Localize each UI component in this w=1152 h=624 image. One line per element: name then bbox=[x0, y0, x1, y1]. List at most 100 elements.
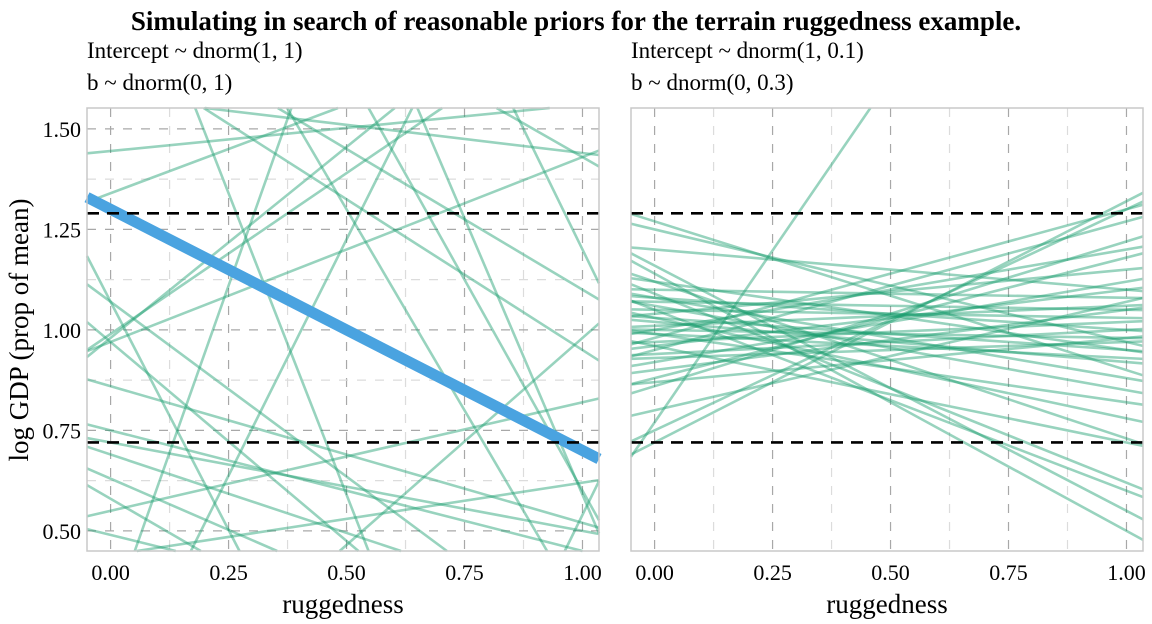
prior-line bbox=[86, 527, 176, 553]
prior-line bbox=[630, 191, 1144, 456]
x-tick-label: 0.25 bbox=[209, 560, 248, 585]
prior-line bbox=[630, 300, 1144, 395]
prior-line bbox=[86, 483, 202, 553]
panel-left: Intercept ~ dnorm(1, 1) b ~ dnorm(0, 1) … bbox=[43, 38, 602, 619]
prior-line bbox=[512, 107, 601, 284]
panel-subtitle-slope: b ~ dnorm(0, 0.3) bbox=[631, 70, 794, 95]
x-tick-label: 1.00 bbox=[563, 560, 602, 585]
prior-line bbox=[630, 203, 1144, 346]
y-tick-label: 0.50 bbox=[43, 519, 82, 544]
prior-line bbox=[563, 480, 601, 552]
y-axis-label: log GDP (prop of mean) bbox=[4, 199, 34, 462]
plot-area bbox=[629, 107, 1144, 551]
prior-line bbox=[86, 106, 339, 204]
plot-area bbox=[84, 106, 602, 553]
x-tick-label: 0.50 bbox=[327, 560, 366, 585]
prior-line bbox=[630, 245, 1144, 336]
panel-right: Intercept ~ dnorm(1, 0.1) b ~ dnorm(0, 0… bbox=[629, 38, 1146, 619]
prior-line bbox=[630, 266, 1144, 318]
prior-line bbox=[630, 252, 1144, 386]
panel-subtitle-slope: b ~ dnorm(0, 1) bbox=[87, 70, 232, 95]
prior-line bbox=[630, 235, 1144, 395]
prior-line bbox=[630, 318, 1144, 365]
prior-line bbox=[630, 252, 1144, 521]
prior-line bbox=[630, 200, 1144, 443]
prior-line bbox=[86, 106, 396, 359]
x-axis-label: ruggedness bbox=[826, 589, 947, 619]
prior-line bbox=[86, 445, 402, 553]
prior-line bbox=[277, 106, 600, 301]
prior-line bbox=[630, 303, 1144, 329]
chart-title: Simulating in search of reasonable prior… bbox=[131, 6, 1021, 36]
prior-line bbox=[630, 277, 1144, 368]
prior-line bbox=[285, 107, 549, 552]
prior-line bbox=[630, 259, 1144, 542]
prior-line bbox=[86, 467, 278, 553]
x-tick-label: 0.00 bbox=[91, 560, 130, 585]
prior-line bbox=[338, 322, 600, 552]
x-axis-label: ruggedness bbox=[282, 589, 403, 619]
prior-line bbox=[630, 335, 1144, 386]
prior-line bbox=[194, 107, 370, 552]
prior-line bbox=[203, 106, 600, 362]
x-tick-label: 0.50 bbox=[871, 560, 910, 585]
prior-line bbox=[86, 283, 448, 553]
prior-line bbox=[630, 340, 1144, 361]
prior-line bbox=[630, 292, 1144, 383]
prior-line bbox=[189, 107, 414, 552]
x-tick-label: 0.75 bbox=[989, 560, 1028, 585]
prior-line bbox=[630, 272, 1144, 446]
prior-line bbox=[630, 327, 1144, 357]
prior-line bbox=[86, 106, 443, 352]
y-tick-label: 1.00 bbox=[43, 318, 82, 343]
prior-line bbox=[630, 308, 1144, 320]
prior-line bbox=[630, 222, 1144, 348]
panel-border bbox=[630, 107, 1144, 552]
prior-line bbox=[204, 106, 600, 157]
x-tick-label: 0.25 bbox=[753, 560, 792, 585]
prior-line bbox=[630, 294, 1144, 333]
panel-subtitle-intercept: Intercept ~ dnorm(1, 1) bbox=[87, 38, 303, 63]
prior-line bbox=[86, 378, 600, 529]
prior-line bbox=[630, 276, 1144, 354]
prior-line bbox=[136, 478, 600, 553]
x-tick-label: 0.00 bbox=[635, 560, 674, 585]
prior-line bbox=[630, 246, 1144, 293]
highlight-line bbox=[84, 192, 602, 464]
prior-line bbox=[630, 339, 1144, 448]
prior-line bbox=[630, 288, 1144, 300]
prior-line bbox=[630, 299, 1144, 499]
x-tick-label: 0.75 bbox=[445, 560, 484, 585]
y-tick-label: 1.25 bbox=[43, 217, 82, 242]
prior-line bbox=[367, 107, 601, 521]
prior-line bbox=[630, 328, 1144, 340]
panel-subtitle-intercept: Intercept ~ dnorm(1, 0.1) bbox=[631, 38, 864, 63]
prior-line bbox=[629, 107, 872, 458]
y-tick-label: 0.75 bbox=[43, 418, 82, 443]
prior-line bbox=[630, 212, 1144, 377]
prior-line bbox=[86, 106, 550, 155]
prior-line bbox=[630, 319, 1144, 345]
prior-line bbox=[133, 107, 293, 552]
prior-line bbox=[630, 286, 1144, 351]
prior-line bbox=[630, 329, 1144, 406]
prior-line bbox=[630, 314, 1144, 353]
x-tick-label: 1.00 bbox=[1107, 560, 1146, 585]
prior-line bbox=[630, 331, 1144, 361]
prior-line bbox=[495, 106, 600, 168]
prior-line bbox=[630, 311, 1144, 424]
prior-line bbox=[630, 296, 1144, 417]
prior-line bbox=[85, 255, 241, 552]
prior-line bbox=[86, 436, 600, 536]
prior-line bbox=[630, 215, 1144, 358]
panel-border bbox=[86, 107, 600, 552]
prior-line bbox=[86, 423, 583, 553]
prior-line bbox=[416, 107, 601, 534]
prior-line bbox=[630, 306, 1144, 375]
y-tick-label: 1.50 bbox=[43, 117, 82, 142]
prior-line bbox=[630, 283, 1144, 491]
prior-line bbox=[630, 300, 1144, 312]
prior-line bbox=[86, 149, 600, 353]
prior-line bbox=[86, 321, 360, 552]
